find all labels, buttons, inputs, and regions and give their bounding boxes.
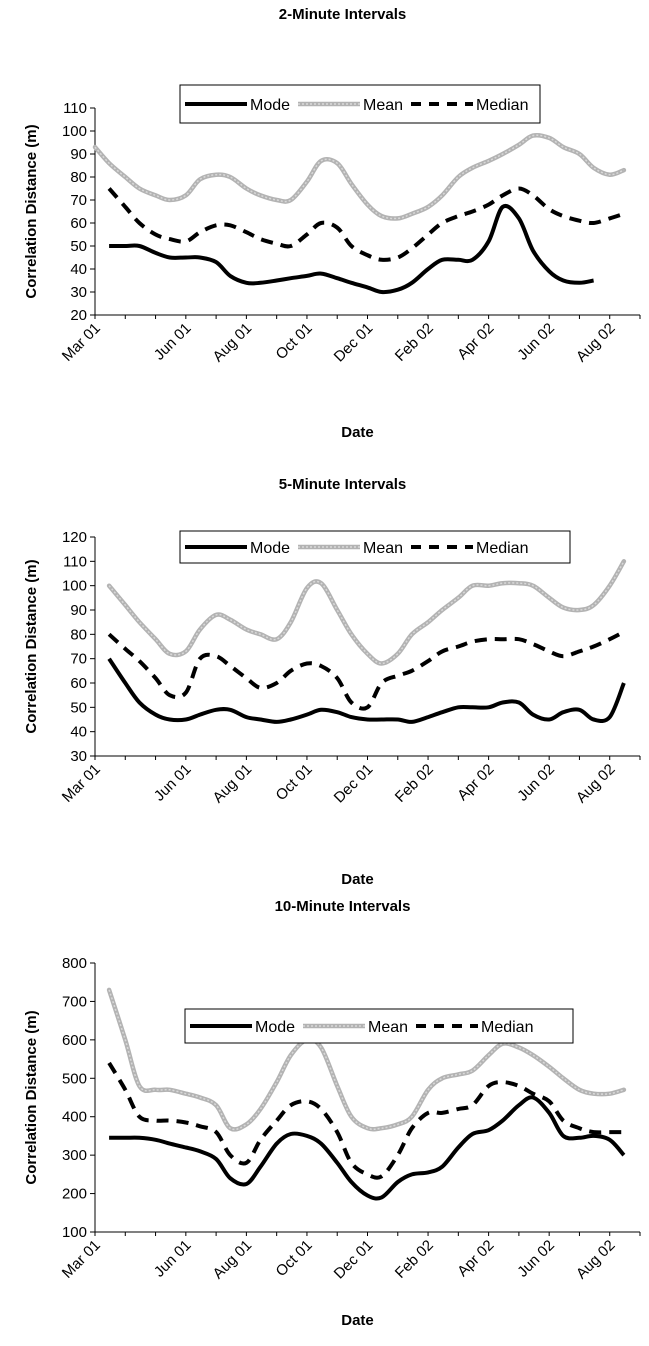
y-tick-label: 400 <box>62 1109 87 1126</box>
y-tick-label: 100 <box>62 123 87 140</box>
x-tick-label: Jun 01 <box>151 320 195 364</box>
series-line-mean-texture <box>108 560 625 665</box>
x-tick-label: Aug 01 <box>210 761 256 807</box>
series-line-median <box>107 630 625 711</box>
legend-label-mean: Mean <box>368 1019 408 1036</box>
y-tick-label: 60 <box>70 675 87 692</box>
legend-label-median: Median <box>481 1019 533 1036</box>
chart-title: 2-Minute Intervals <box>279 6 407 23</box>
x-tick-label: Oct 01 <box>273 761 316 804</box>
legend-label-median: Median <box>476 97 528 114</box>
x-tick-label: Aug 02 <box>573 320 619 366</box>
x-tick-label: Jun 02 <box>514 761 558 805</box>
legend-label-mode: Mode <box>250 97 290 114</box>
x-tick-label: Oct 01 <box>273 320 316 363</box>
x-tick-label: Aug 02 <box>573 761 619 807</box>
x-axis-label: Date <box>341 871 374 888</box>
y-tick-label: 50 <box>70 699 87 716</box>
x-tick-label: Mar 01 <box>59 320 104 365</box>
y-tick-label: 100 <box>62 1224 87 1241</box>
x-tick-label: Feb 02 <box>392 1237 437 1282</box>
y-axis-label: Correlation Distance (m) <box>23 1010 40 1184</box>
series-line-mean-texture <box>94 134 625 220</box>
y-tick-label: 40 <box>70 261 87 278</box>
x-tick-label: Oct 01 <box>273 1237 316 1280</box>
chart-title: 10-Minute Intervals <box>275 898 411 915</box>
y-tick-label: 600 <box>62 1032 87 1049</box>
x-tick-label: Mar 01 <box>59 1237 104 1282</box>
y-tick-label: 80 <box>70 169 87 186</box>
x-tick-label: Jun 02 <box>514 320 558 364</box>
x-tick-label: Jun 01 <box>151 761 195 805</box>
series-line-mean <box>106 559 627 666</box>
y-tick-label: 100 <box>62 578 87 595</box>
legend-label-mean: Mean <box>363 97 403 114</box>
y-axis-label: Correlation Distance (m) <box>23 124 40 298</box>
x-tick-label: Mar 01 <box>59 761 104 806</box>
x-tick-label: Apr 02 <box>454 761 497 804</box>
y-tick-label: 60 <box>70 215 87 232</box>
chart-panel-2: 5-Minute Intervals Correlation Distance (… <box>23 476 641 888</box>
y-tick-label: 300 <box>62 1147 87 1164</box>
chart-title: 5-Minute Intervals <box>279 476 407 493</box>
x-tick-label: Aug 02 <box>573 1237 619 1283</box>
y-tick-label: 70 <box>70 651 87 668</box>
y-tick-label: 800 <box>62 955 87 972</box>
x-tick-label: Feb 02 <box>392 320 437 365</box>
x-tick-label: Aug 01 <box>210 1237 256 1283</box>
legend-label-mean: Mean <box>363 540 403 557</box>
series-line-mode <box>109 1095 626 1201</box>
series-line-median <box>107 1061 624 1180</box>
x-axis-label: Date <box>341 1312 374 1329</box>
x-tick-label: Jun 01 <box>151 1237 195 1281</box>
chart-panel-3: 10-Minute Intervals Correlation Distance … <box>23 898 641 1329</box>
y-tick-label: 110 <box>63 553 87 570</box>
y-tick-label: 110 <box>63 100 87 117</box>
y-tick-label: 20 <box>70 307 87 324</box>
legend-label-median: Median <box>476 540 528 557</box>
x-axis-label: Date <box>341 424 374 441</box>
chart-panel-1: 2-Minute Intervals Correlation Distance (… <box>23 6 641 441</box>
y-tick-label: 30 <box>70 748 87 765</box>
x-tick-label: Dec 01 <box>331 1237 377 1283</box>
y-tick-label: 500 <box>62 1070 87 1087</box>
legend-label-mode: Mode <box>255 1019 295 1036</box>
series-line-mean-texture <box>108 989 625 1131</box>
series-line-mode <box>109 204 594 295</box>
series-line-median <box>107 186 625 262</box>
x-tick-label: Jun 02 <box>514 1237 558 1281</box>
x-tick-label: Feb 02 <box>392 761 437 806</box>
y-axis-label: Correlation Distance (m) <box>23 559 40 733</box>
y-tick-label: 80 <box>70 626 87 643</box>
y-tick-label: 700 <box>62 993 87 1010</box>
x-tick-label: Aug 01 <box>210 320 256 366</box>
y-tick-label: 40 <box>70 724 87 741</box>
y-tick-label: 30 <box>70 284 87 301</box>
y-tick-label: 90 <box>70 146 87 163</box>
x-tick-label: Apr 02 <box>454 320 497 363</box>
series-line-mode <box>107 657 626 724</box>
legend-label-mode: Mode <box>250 540 290 557</box>
y-tick-label: 50 <box>70 238 87 255</box>
y-tick-label: 200 <box>62 1186 87 1203</box>
y-tick-label: 120 <box>62 529 87 546</box>
y-tick-label: 90 <box>70 602 87 619</box>
x-tick-label: Dec 01 <box>331 320 377 366</box>
x-tick-label: Apr 02 <box>454 1237 497 1280</box>
y-tick-label: 70 <box>70 192 87 209</box>
x-tick-label: Dec 01 <box>331 761 377 807</box>
